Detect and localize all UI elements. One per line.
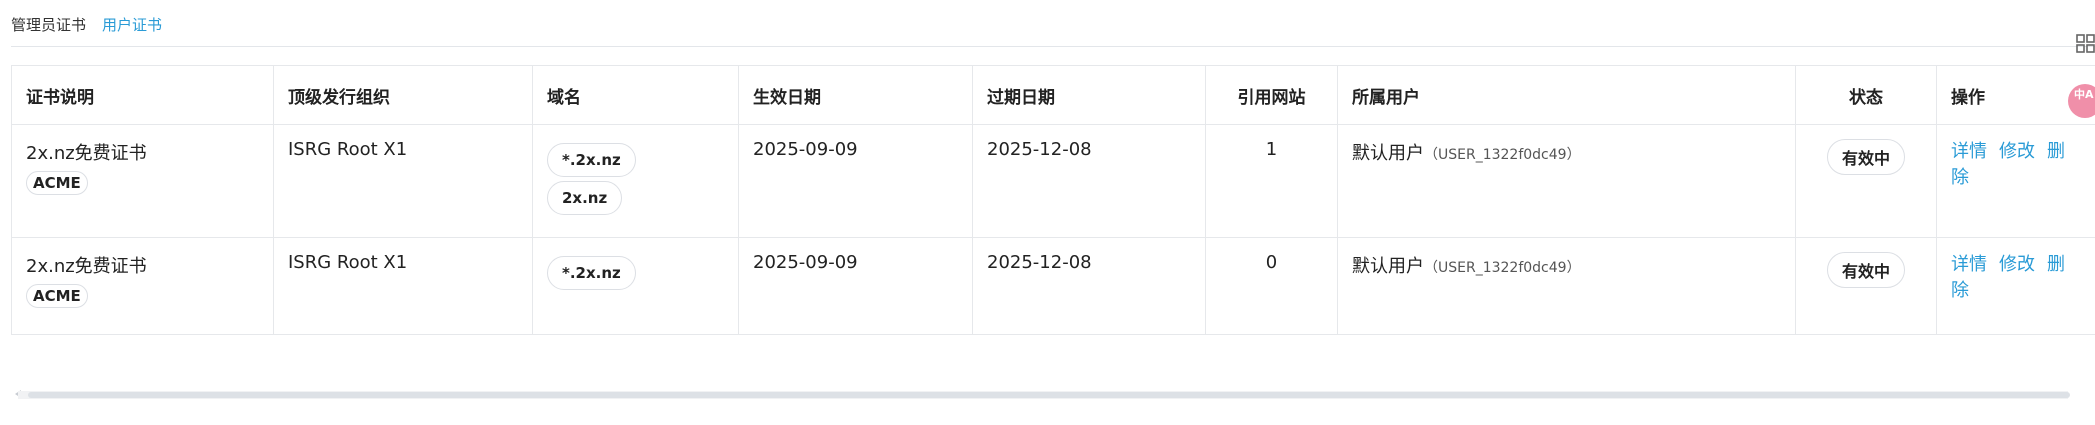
domain-pill: *.2x.nz: [547, 143, 636, 177]
cell-end-date: 2025-12-08: [972, 237, 1206, 335]
detail-link[interactable]: 详情: [1951, 141, 1987, 162]
header-domain: 域名: [532, 65, 739, 125]
header-end-date: 过期日期: [972, 65, 1206, 125]
cell-issuer: ISRG Root X1: [273, 124, 533, 238]
cell-status: 有效中: [1795, 237, 1937, 335]
cell-sites: 1: [1205, 124, 1338, 238]
cell-description: 2x.nz免费证书 ACME: [11, 124, 274, 238]
tab-admin-certificates[interactable]: 管理员证书: [11, 16, 87, 34]
table-row: 2x.nz免费证书 ACME ISRG Root X1 *.2x.nz 2x.n…: [11, 124, 2095, 238]
cell-end-date: 2025-12-08: [972, 124, 1206, 238]
certificate-table-wrap: 证书说明 顶级发行组织 域名 生效日期 过期日期 引用网站 所属用户 状态 操作…: [11, 65, 2095, 335]
detail-link[interactable]: 详情: [1951, 254, 1987, 275]
table-header-row: 证书说明 顶级发行组织 域名 生效日期 过期日期 引用网站 所属用户 状态 操作: [11, 65, 2095, 125]
cell-description: 2x.nz免费证书 ACME: [11, 237, 274, 335]
certificate-description: 2x.nz免费证书: [26, 256, 147, 277]
cell-domains: *.2x.nz 2x.nz: [532, 124, 739, 238]
certificate-table: 证书说明 顶级发行组织 域名 生效日期 过期日期 引用网站 所属用户 状态 操作…: [11, 65, 2095, 335]
cell-user: 默认用户（USER_1322f0dc49）: [1337, 237, 1796, 335]
domain-pill: 2x.nz: [547, 181, 623, 215]
acme-badge: ACME: [26, 171, 88, 195]
cell-domains: *.2x.nz: [532, 237, 739, 335]
header-status: 状态: [1795, 65, 1937, 125]
edit-link[interactable]: 修改: [1999, 254, 2035, 275]
header-description: 证书说明: [11, 65, 274, 125]
cell-start-date: 2025-09-09: [738, 237, 973, 335]
header-issuer: 顶级发行组织: [273, 65, 533, 125]
tabs-divider: [11, 46, 2095, 47]
domain-pill: *.2x.nz: [547, 256, 636, 290]
language-switch-button[interactable]: 中A: [2068, 84, 2095, 118]
cell-user: 默认用户（USER_1322f0dc49）: [1337, 124, 1796, 238]
delete-link[interactable]: 删除: [1951, 254, 2065, 301]
cell-issuer: ISRG Root X1: [273, 237, 533, 335]
status-badge: 有效中: [1826, 139, 1905, 175]
user-name: 默认用户: [1352, 143, 1424, 164]
horizontal-scrollbar-thumb[interactable]: [28, 392, 2070, 398]
header-start-date: 生效日期: [738, 65, 973, 125]
user-id: （USER_1322f0dc49）: [1424, 147, 1581, 163]
cell-actions: 详情 修改 删除: [1936, 124, 2095, 238]
cell-start-date: 2025-09-09: [738, 124, 973, 238]
header-sites: 引用网站: [1205, 65, 1338, 125]
delete-link[interactable]: 删除: [1951, 141, 2065, 188]
acme-badge: ACME: [26, 284, 88, 308]
edit-link[interactable]: 修改: [1999, 141, 2035, 162]
grid-icon[interactable]: [2076, 33, 2095, 55]
cell-sites: 0: [1205, 237, 1338, 335]
certificate-tabs: 管理员证书 用户证书: [11, 14, 178, 35]
cell-actions: 详情 修改 删除: [1936, 237, 2095, 335]
tab-user-certificates[interactable]: 用户证书: [102, 16, 163, 34]
cell-status: 有效中: [1795, 124, 1937, 238]
status-badge: 有效中: [1826, 252, 1905, 288]
user-name: 默认用户: [1352, 256, 1424, 277]
certificate-description: 2x.nz免费证书: [26, 143, 147, 164]
header-user: 所属用户: [1337, 65, 1796, 125]
user-id: （USER_1322f0dc49）: [1424, 260, 1581, 276]
table-row: 2x.nz免费证书 ACME ISRG Root X1 *.2x.nz 2025…: [11, 237, 2095, 335]
